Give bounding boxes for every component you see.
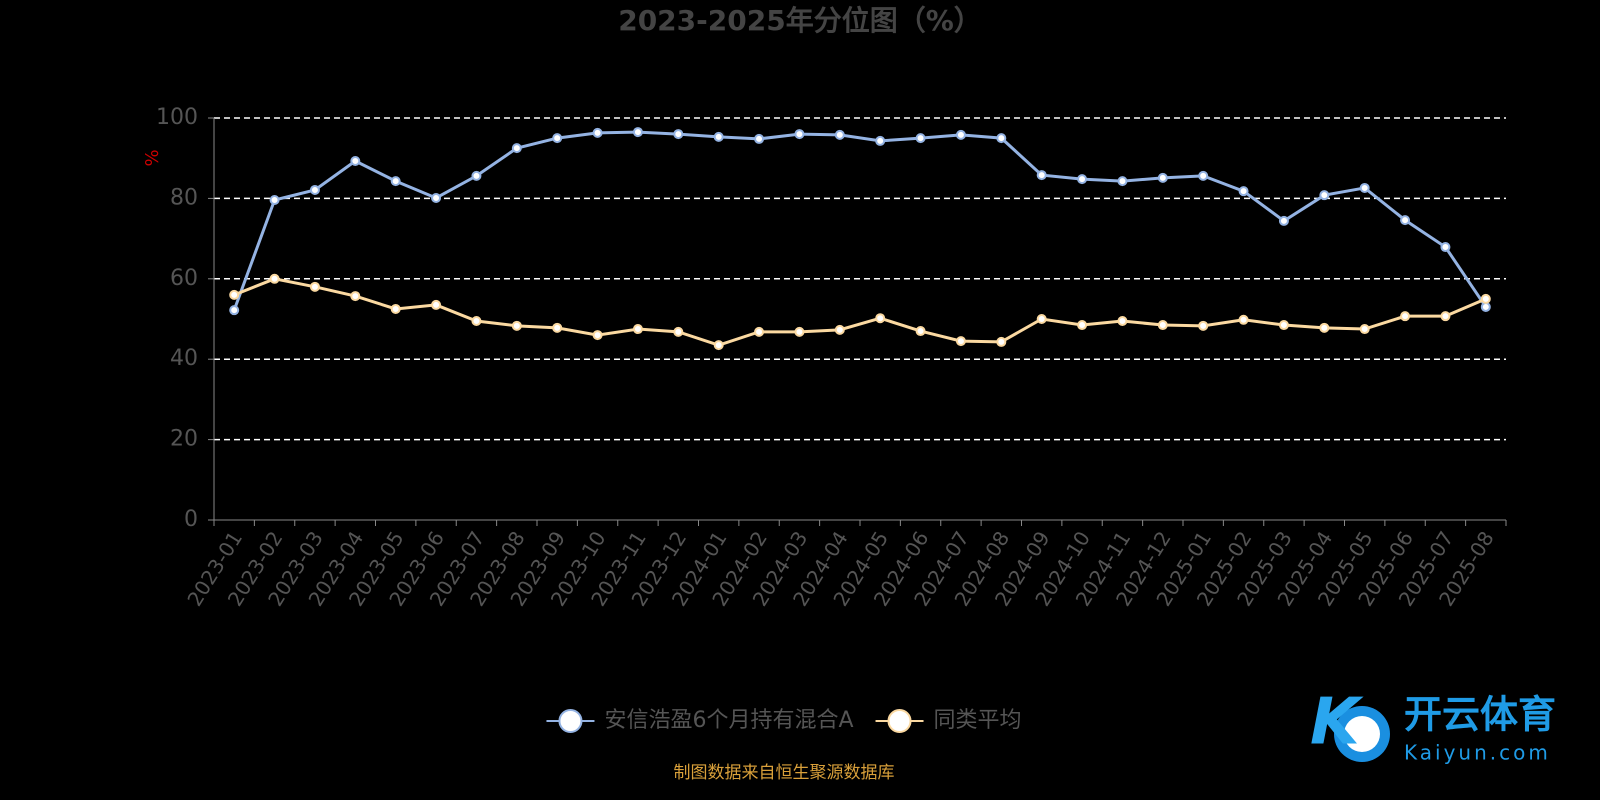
logo-name: 开云体育: [1404, 693, 1556, 737]
data-point: [996, 336, 1007, 347]
data-point: [632, 324, 643, 335]
data-point: [390, 303, 401, 314]
data-point: [390, 176, 401, 187]
data-point: [511, 320, 522, 331]
data-point: [915, 133, 926, 144]
y-tick-label: 20: [170, 427, 198, 452]
y-tick-label: 40: [170, 346, 198, 371]
series-line: [233, 277, 1487, 347]
data-point: [713, 340, 724, 351]
legend-marker: [558, 709, 583, 733]
data-point: [431, 192, 442, 203]
data-point: [673, 129, 684, 140]
data-point: [1077, 320, 1088, 331]
data-point: [471, 170, 482, 181]
logo-site: Kaiyun.com: [1404, 741, 1551, 765]
data-point: [1359, 324, 1370, 335]
y-axis-label: %: [142, 149, 163, 166]
data-point: [754, 326, 765, 337]
data-point: [1319, 190, 1330, 201]
data-point: [350, 291, 361, 302]
data-point: [350, 156, 361, 167]
data-point: [1036, 170, 1047, 181]
data-point: [754, 133, 765, 144]
data-point: [713, 131, 724, 142]
data-point: [1278, 215, 1289, 226]
legend-marker: [887, 709, 912, 733]
data-point: [552, 133, 563, 144]
data-point: [673, 326, 684, 337]
series-line: [232, 130, 1488, 311]
data-point: [1198, 320, 1209, 331]
legend-label: 安信浩盈6个月持有混合A: [604, 708, 853, 733]
data-point: [1117, 316, 1128, 327]
data-point: [309, 184, 320, 195]
data-point: [1480, 293, 1491, 304]
data-point: [1278, 320, 1289, 331]
data-point: [955, 336, 966, 347]
data-point: [1238, 186, 1249, 197]
data-point: [1440, 242, 1451, 253]
y-tick-label: 60: [170, 266, 198, 291]
data-point: [592, 127, 603, 138]
data-point: [1077, 174, 1088, 185]
data-point: [875, 313, 886, 324]
legend: 安信浩盈6个月持有混合A 同类平均: [546, 708, 1022, 733]
data-point: [1036, 314, 1047, 324]
data-point: [552, 322, 563, 333]
data-point: [511, 143, 522, 154]
data-point: [229, 289, 240, 300]
data-point: [1400, 215, 1411, 226]
watermark-logo: K 开云体育 Kaiyun.com: [1310, 686, 1556, 765]
data-point: [1117, 176, 1128, 187]
data-point: [269, 273, 280, 284]
data-point: [794, 326, 805, 337]
data-point: [834, 129, 845, 140]
data-point: [632, 127, 643, 138]
data-point: [955, 129, 966, 140]
data-point: [1198, 170, 1209, 181]
legend-label: 同类平均: [934, 708, 1022, 733]
data-point: [1157, 320, 1168, 331]
data-point: [834, 324, 845, 335]
data-point: [794, 129, 805, 140]
data-point: [1440, 311, 1451, 322]
data-point: [996, 133, 1007, 144]
y-tick-label: 80: [170, 185, 198, 210]
data-point: [1238, 314, 1249, 325]
data-point: [1319, 322, 1330, 333]
data-point: [229, 305, 240, 316]
data-point: [1359, 182, 1370, 193]
data-point: [471, 316, 482, 327]
data-point: [592, 330, 603, 341]
data-point: [915, 326, 926, 337]
source-note: 制图数据来自恒生聚源数据库: [674, 763, 895, 783]
data-point: [1157, 172, 1168, 183]
y-tick-label: 0: [184, 507, 198, 532]
logo-k: K: [1310, 686, 1364, 760]
data-point: [269, 195, 280, 206]
chart-title: 2023-2025年分位图（%）: [618, 4, 982, 37]
data-point: [431, 299, 442, 310]
data-point: [1480, 301, 1491, 312]
data-point: [309, 281, 320, 292]
data-point: [1400, 311, 1411, 322]
logo-ball-inner: [1344, 716, 1380, 752]
y-tick-label: 100: [156, 105, 198, 130]
data-point: [875, 135, 886, 146]
